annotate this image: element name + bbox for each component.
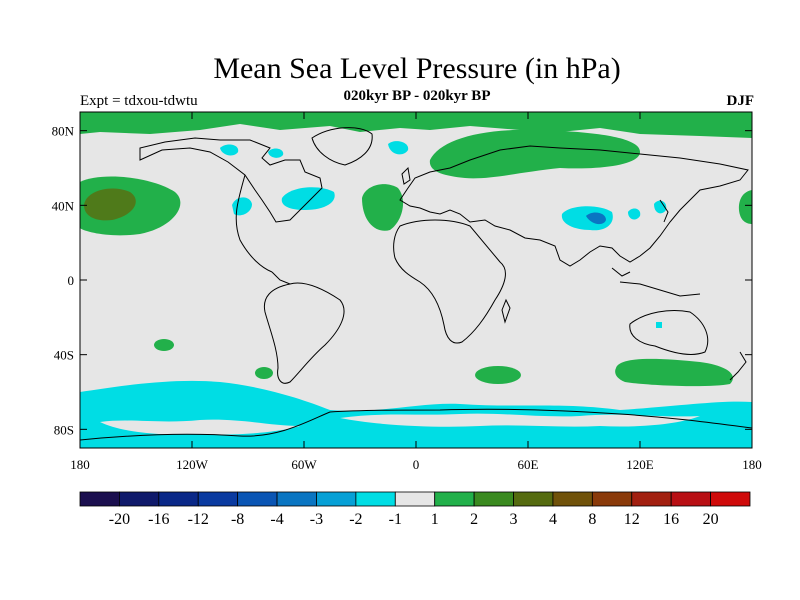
coastline xyxy=(139,137,323,223)
coastline xyxy=(271,271,291,285)
lon-tick-label: 60E xyxy=(518,457,539,472)
colorbar-label: -4 xyxy=(270,511,283,528)
anomaly-region xyxy=(475,366,521,384)
anomaly-region xyxy=(84,188,136,221)
anomaly-fields xyxy=(80,112,752,448)
colorbar-swatch xyxy=(434,491,475,507)
colorbar-swatch xyxy=(237,491,278,507)
anomaly-region xyxy=(100,419,300,435)
anomaly-region xyxy=(656,322,662,328)
anomaly-region xyxy=(255,367,273,379)
colorbar-swatch xyxy=(394,491,436,507)
lon-tick-label: 120E xyxy=(626,457,654,472)
coastline xyxy=(659,199,669,223)
anomaly-region xyxy=(220,144,239,156)
colorbar-swatch xyxy=(631,491,672,507)
coastline xyxy=(401,166,411,185)
coastline xyxy=(619,281,701,297)
colorbar-label: -2 xyxy=(349,511,362,528)
colorbar-swatch xyxy=(276,491,317,507)
colorbar-swatch xyxy=(710,491,751,507)
colorbar-label: -8 xyxy=(231,511,244,528)
lon-tick-label: 120W xyxy=(176,457,209,472)
colorbar-label: -20 xyxy=(109,511,130,528)
map-title: Mean Sea Level Pressure (in hPa) xyxy=(213,52,621,85)
colorbar-swatch xyxy=(473,491,514,507)
coastline xyxy=(235,174,273,273)
coastline xyxy=(399,145,749,267)
colorbar-label: -12 xyxy=(188,511,209,528)
lat-tick-label: 40S xyxy=(54,348,74,363)
anomaly-region xyxy=(154,339,174,351)
colorbar-label: -1 xyxy=(389,511,402,528)
anomaly-region xyxy=(628,208,641,220)
anomaly-region xyxy=(281,187,335,210)
anomaly-region xyxy=(268,148,284,158)
anomaly-region xyxy=(429,129,640,179)
colorbar-swatch xyxy=(670,491,711,507)
colorbar-swatch xyxy=(591,491,633,507)
coastline xyxy=(611,267,631,277)
colorbar: -20 -16 -12 -8 -4 -3 -2 -1 1 2 3 4 8 12 16 20 xyxy=(79,491,751,528)
colorbar-label: 16 xyxy=(663,511,679,528)
lon-tick-label: 180 xyxy=(742,457,762,472)
colorbar-swatch xyxy=(355,491,396,507)
colorbar-label: 20 xyxy=(703,511,719,528)
lat-tick-label: 0 xyxy=(68,273,75,288)
coastline xyxy=(263,282,345,384)
colorbar-swatch xyxy=(513,491,554,507)
colorbar-label: 8 xyxy=(588,511,596,528)
season-label: DJF xyxy=(726,93,755,109)
colorbar-label: 4 xyxy=(549,511,557,528)
coastline xyxy=(729,351,747,381)
anomaly-region xyxy=(586,212,606,225)
anomaly-region xyxy=(654,200,667,214)
colorbar-label: 12 xyxy=(624,511,640,528)
experiment-label: Expt = tdxou-tdwtu xyxy=(80,93,198,109)
colorbar-swatch xyxy=(79,491,120,507)
map-subtitle: 020kyr BP - 020kyr BP xyxy=(343,88,491,104)
lon-tick-label: 60W xyxy=(291,457,317,472)
colorbar-swatch xyxy=(119,491,160,507)
colorbar-label: 1 xyxy=(431,511,439,528)
colorbar-swatch xyxy=(316,491,357,507)
coastlines xyxy=(80,127,752,441)
anomaly-region xyxy=(340,413,700,427)
coastline xyxy=(629,310,709,355)
colorbar-label: 2 xyxy=(470,511,478,528)
lat-tick-label: 40N xyxy=(52,198,75,213)
lon-tick-label: 0 xyxy=(413,457,420,472)
colorbar-label: 3 xyxy=(510,511,518,528)
coastline xyxy=(393,219,506,344)
anomaly-region xyxy=(615,358,733,387)
coastline xyxy=(501,298,511,324)
lon-tick-label: 180 xyxy=(70,457,90,472)
map-ticks: 180 120W 60W 0 60E 120E 180 80N 40N 0 40S 80S xyxy=(52,112,762,472)
colorbar-swatch xyxy=(552,491,593,507)
anomaly-region xyxy=(388,141,409,155)
coastline xyxy=(311,127,373,166)
anomaly-region xyxy=(362,184,404,231)
lat-tick-label: 80N xyxy=(52,124,75,139)
anomaly-region xyxy=(561,206,613,231)
lat-tick-label: 80S xyxy=(54,422,74,437)
coastline xyxy=(80,408,752,441)
colorbar-label: -3 xyxy=(310,511,323,528)
colorbar-swatch xyxy=(197,491,239,507)
colorbar-label: -16 xyxy=(148,511,169,528)
anomaly-region xyxy=(80,112,752,138)
colorbar-swatch xyxy=(158,491,199,507)
anomaly-region xyxy=(738,190,752,224)
